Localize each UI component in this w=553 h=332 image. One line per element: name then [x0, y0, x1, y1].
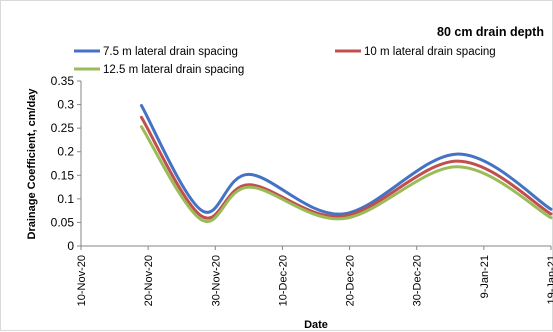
legend-label: 12.5 m lateral drain spacing — [103, 64, 244, 76]
x-tick-label: 10-Nov-20 — [76, 255, 88, 306]
y-tick-label: 0 — [67, 239, 74, 253]
x-tick-label: 20-Dec-20 — [345, 255, 357, 306]
x-tick-label: 19-Jan-21 — [546, 255, 553, 305]
y-axis: 0 0.05 0.1 0.15 0.2 0.25 0.3 0.35 — [51, 74, 82, 253]
y-tick-label: 0.1 — [57, 192, 74, 206]
y-axis-title: Drainage Coefficient, cm/day — [26, 88, 38, 240]
legend-label: 7.5 m lateral drain spacing — [103, 46, 238, 58]
x-tick-label: 20-Nov-20 — [143, 255, 155, 306]
y-tick-label: 0.2 — [57, 145, 74, 159]
legend: 7.5 m lateral drain spacing 10 m lateral … — [74, 46, 496, 76]
y-tick-label: 0.25 — [51, 121, 75, 135]
y-tick-label: 0.35 — [51, 74, 75, 88]
chart-title: 80 cm drain depth — [437, 25, 544, 39]
x-tick-label: 30-Nov-20 — [210, 255, 222, 306]
legend-label: 10 m lateral drain spacing — [364, 46, 496, 58]
series-layer — [139, 104, 553, 224]
series-line-3 — [139, 125, 553, 224]
x-axis-title: Date — [304, 319, 328, 331]
legend-item-1: 7.5 m lateral drain spacing — [74, 46, 238, 58]
series-line-2 — [139, 115, 553, 220]
x-tick-label: 30-Dec-20 — [412, 255, 424, 306]
series-line-1 — [139, 104, 553, 216]
x-axis: 10-Nov-20 20-Nov-20 30-Nov-20 10-Dec-20 20-D… — [76, 245, 553, 306]
y-tick-label: 0.15 — [51, 168, 75, 182]
y-tick-label: 0.05 — [51, 215, 75, 229]
x-tick-label: 9-Jan-21 — [479, 255, 491, 298]
legend-item-3: 12.5 m lateral drain spacing — [74, 64, 244, 76]
legend-item-2: 10 m lateral drain spacing — [335, 46, 496, 58]
y-tick-label: 0.3 — [57, 98, 74, 112]
x-tick-label: 10-Dec-20 — [277, 255, 289, 306]
